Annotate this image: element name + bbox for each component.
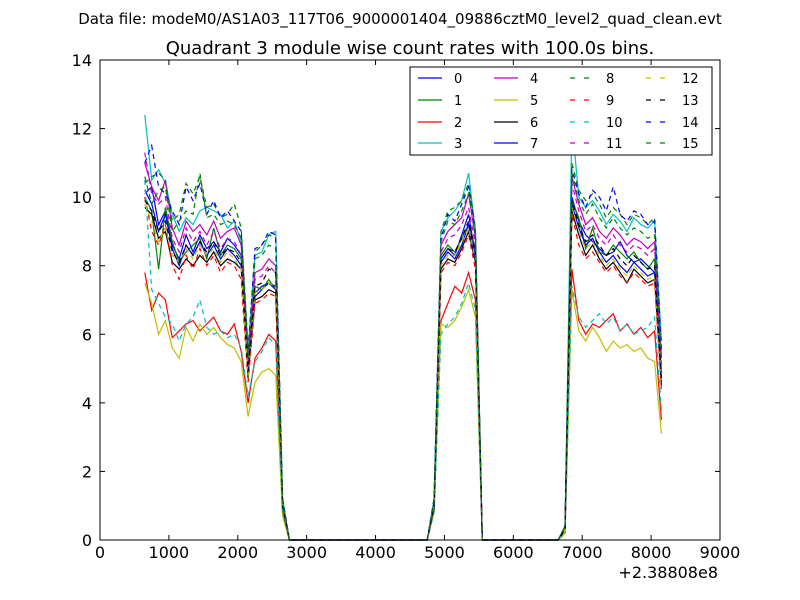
y-tick-label: 12 bbox=[72, 120, 92, 139]
series-line-13 bbox=[144, 200, 662, 541]
x-tick-label: 5000 bbox=[424, 543, 465, 562]
chart-title: Quadrant 3 module wise count rates with … bbox=[166, 38, 655, 59]
legend-label-9: 9 bbox=[606, 94, 614, 109]
legend-label-10: 10 bbox=[606, 116, 623, 131]
y-tick-label: 0 bbox=[82, 531, 92, 550]
legend-label-5: 5 bbox=[530, 94, 538, 109]
y-tick-label: 4 bbox=[82, 394, 92, 413]
y-tick-label: 8 bbox=[82, 257, 92, 276]
y-tick-label: 6 bbox=[82, 325, 92, 344]
legend-label-14: 14 bbox=[682, 116, 699, 131]
y-tick-label: 2 bbox=[82, 462, 92, 481]
legend-label-3: 3 bbox=[454, 137, 462, 152]
legend-label-2: 2 bbox=[454, 116, 462, 131]
suptitle: Data file: modeM0/AS1A03_117T06_90000014… bbox=[78, 10, 722, 29]
legend-label-7: 7 bbox=[530, 137, 538, 152]
series-line-11 bbox=[144, 152, 662, 541]
legend-label-6: 6 bbox=[530, 116, 538, 131]
x-tick-label: 2000 bbox=[217, 543, 258, 562]
x-tick-label: 0 bbox=[95, 543, 105, 562]
y-tick-label: 10 bbox=[72, 188, 92, 207]
x-tick-label: 9000 bbox=[700, 543, 741, 562]
x-tick-label: 8000 bbox=[631, 543, 672, 562]
legend-label-1: 1 bbox=[454, 94, 462, 109]
x-tick-label: 1000 bbox=[149, 543, 190, 562]
x-axis: 0 1000 2000 3000 4000 5000 6000 7000 8000 9000 bbox=[95, 60, 740, 562]
y-tick-label: 14 bbox=[72, 51, 92, 70]
x-offset-label: +2.38808e8 bbox=[618, 563, 718, 582]
legend-label-8: 8 bbox=[606, 72, 614, 87]
series-line-15 bbox=[144, 172, 662, 541]
plot-frame bbox=[99, 59, 721, 541]
x-tick-label: 7000 bbox=[562, 543, 603, 562]
legend-label-0: 0 bbox=[454, 72, 462, 87]
legend-frame bbox=[409, 66, 713, 156]
legend-label-15: 15 bbox=[682, 137, 699, 152]
legend-label-11: 11 bbox=[606, 137, 623, 152]
legend-label-12: 12 bbox=[682, 72, 699, 87]
series-layer bbox=[144, 114, 662, 541]
x-tick-label: 4000 bbox=[355, 543, 396, 562]
legend-label-4: 4 bbox=[530, 72, 538, 87]
legend-label-13: 13 bbox=[682, 94, 699, 109]
x-tick-label: 3000 bbox=[286, 543, 327, 562]
x-tick-label: 6000 bbox=[493, 543, 534, 562]
